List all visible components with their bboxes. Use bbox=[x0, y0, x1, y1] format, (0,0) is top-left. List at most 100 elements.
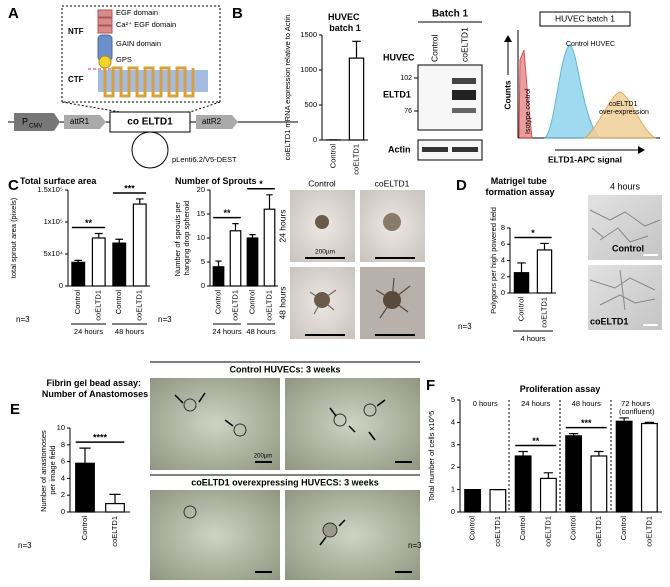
bar bbox=[91, 237, 106, 287]
y-tick-label: 2 bbox=[451, 462, 455, 471]
y-tick-label: 2 bbox=[501, 272, 505, 281]
att-label: attR1 bbox=[70, 117, 90, 126]
bar bbox=[75, 462, 95, 513]
micrograph bbox=[150, 490, 280, 580]
y-tick-label: 20 bbox=[197, 185, 205, 194]
blot-batch: Batch 1 bbox=[432, 9, 469, 20]
domain-label: GPS bbox=[116, 55, 132, 64]
promoter-sub: CMV bbox=[29, 124, 42, 130]
error-bar bbox=[517, 262, 526, 273]
chart-title: Number of Sprouts bbox=[175, 176, 257, 186]
spheroid bbox=[383, 213, 401, 231]
y-axis-title: Total number of cells x10^5 bbox=[427, 411, 436, 502]
y-tick-label: 8 bbox=[501, 223, 505, 232]
error-bar bbox=[518, 450, 528, 456]
flow-label: Isotype control bbox=[525, 88, 532, 134]
y-tick-label: 6 bbox=[61, 457, 65, 466]
micrograph bbox=[150, 378, 280, 470]
tubes bbox=[589, 209, 661, 243]
bar bbox=[565, 435, 583, 513]
x-tick-label: coELTD1 bbox=[543, 516, 552, 547]
bead bbox=[183, 505, 197, 519]
x-tick-label: Control bbox=[619, 516, 628, 541]
bar bbox=[513, 272, 530, 294]
flow-title-box bbox=[539, 11, 631, 27]
marker-label: 76 bbox=[404, 108, 412, 115]
column-label: coELTD1 bbox=[375, 178, 410, 188]
error-bar bbox=[644, 421, 655, 424]
x-tick-label: coELTD1 bbox=[644, 516, 653, 547]
y-tick-label: 1 bbox=[451, 485, 455, 494]
insert-label: co ELTD1 bbox=[127, 117, 173, 128]
bar bbox=[539, 477, 557, 513]
bar bbox=[640, 422, 658, 513]
error-bar bbox=[79, 447, 91, 464]
error-bar bbox=[619, 417, 629, 422]
y-axis-title: total sprout area (pixels) bbox=[9, 197, 18, 278]
bar bbox=[536, 249, 553, 294]
x-tick-label: Control bbox=[328, 144, 337, 169]
domain-label: GAIN domain bbox=[116, 39, 161, 48]
blot-cell: HUVEC bbox=[383, 52, 415, 62]
gps-site bbox=[98, 55, 112, 69]
bead bbox=[322, 522, 338, 538]
arrow-head bbox=[504, 35, 512, 42]
x-tick-label: coELTD1 bbox=[264, 290, 273, 321]
zoom-line bbox=[189, 101, 221, 113]
y-tick-label: 15 bbox=[197, 209, 205, 218]
y-axis-title: Number of sprouts per hanging drop spher… bbox=[173, 200, 191, 277]
protein-label: ELTD1 bbox=[383, 89, 411, 99]
band bbox=[452, 90, 476, 100]
tube-images bbox=[588, 195, 662, 330]
bar bbox=[105, 503, 125, 513]
panel-label: D bbox=[456, 177, 467, 194]
loading-label: Actin bbox=[388, 144, 411, 154]
error-bar bbox=[266, 194, 273, 210]
bar bbox=[263, 208, 276, 287]
control-histogram bbox=[543, 44, 602, 139]
transmembrane-helices bbox=[103, 66, 195, 98]
y-axis-title: coELTD1 mRNA expression relative to Acti… bbox=[283, 15, 292, 161]
band bbox=[452, 78, 476, 84]
x-tick-label: coELTD1 bbox=[594, 516, 603, 547]
bar bbox=[348, 57, 365, 141]
error-bar bbox=[568, 433, 579, 436]
significance: ** bbox=[85, 218, 93, 228]
significance: * bbox=[531, 228, 535, 238]
promoter-arrow bbox=[14, 113, 60, 131]
actin-frame bbox=[417, 139, 483, 161]
construct bbox=[8, 111, 298, 169]
image-title: 4 hours bbox=[610, 181, 641, 191]
western-blot bbox=[414, 21, 483, 161]
y-tick-label: 4 bbox=[451, 417, 455, 426]
bar bbox=[132, 203, 147, 287]
flow-label: Control HUVEC bbox=[566, 41, 615, 48]
x-tick-label: coELTD1 bbox=[110, 516, 119, 547]
y-tick-label: 1000 bbox=[300, 65, 317, 74]
error-bar bbox=[594, 450, 604, 456]
row-label: 48 hours bbox=[277, 286, 287, 319]
n-label: n=3 bbox=[16, 315, 30, 324]
error-bar bbox=[540, 242, 549, 250]
x-tick-label: Control bbox=[247, 290, 256, 315]
panel-label: A bbox=[8, 5, 19, 22]
error-bar bbox=[232, 223, 239, 231]
receptor-diagram bbox=[61, 5, 221, 113]
panel-label: E bbox=[10, 401, 20, 418]
domain-label: CTF bbox=[68, 75, 84, 84]
marker-label: 102 bbox=[400, 75, 412, 82]
image-label: Control bbox=[612, 243, 644, 253]
n-label: n=3 bbox=[458, 322, 472, 331]
x-tick-label: Control bbox=[213, 290, 222, 315]
att-label: attR2 bbox=[202, 117, 222, 126]
micrograph bbox=[588, 195, 662, 260]
error-bar bbox=[215, 260, 222, 267]
x-tick-label: Control bbox=[569, 516, 578, 541]
tubes bbox=[589, 269, 656, 311]
plasmid bbox=[131, 131, 169, 169]
flow-label: coELTD1 over-expression bbox=[599, 101, 649, 116]
band bbox=[452, 108, 476, 113]
bead bbox=[233, 423, 247, 437]
bead bbox=[183, 398, 197, 412]
y-tick-label: 5 bbox=[451, 395, 455, 404]
